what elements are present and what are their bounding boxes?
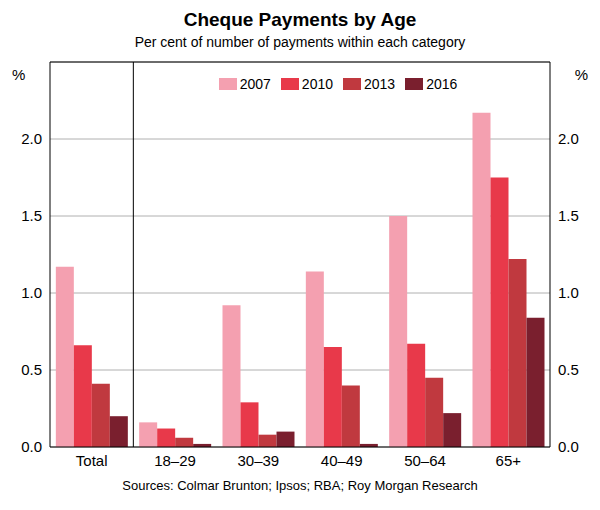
svg-text:30–39: 30–39 (237, 452, 279, 469)
html-text:Sources: Colmar Brunton; Ipsos: Sources: Colmar Brunton; Ipsos; RBA; Roy… (122, 478, 478, 493)
svg-text:0.0: 0.0 (558, 438, 579, 455)
svg-text:0.0: 0.0 (21, 438, 42, 455)
svg-text:Total: Total (76, 452, 108, 469)
svg-text:1.0: 1.0 (21, 284, 42, 301)
svg-text:50–64: 50–64 (404, 452, 446, 469)
svg-text:2.0: 2.0 (558, 130, 579, 147)
svg-text:40–49: 40–49 (321, 452, 363, 469)
html-text:2016: 2016 (426, 76, 458, 92)
svg-text:1.5: 1.5 (21, 207, 42, 224)
html-text:Per cent of number of payments: Per cent of number of payments within ea… (134, 34, 466, 50)
svg-text:2.0: 2.0 (21, 130, 42, 147)
svg-text:0.5: 0.5 (558, 361, 579, 378)
html-text:2007: 2007 (239, 76, 271, 92)
svg-text:18–29: 18–29 (154, 452, 196, 469)
svg-text:1.5: 1.5 (558, 207, 579, 224)
html-text:2013: 2013 (364, 76, 396, 92)
svg-text:0.5: 0.5 (21, 361, 42, 378)
svg-text:1.0: 1.0 (558, 284, 579, 301)
html-text:2010: 2010 (301, 76, 333, 92)
svg-text:65+: 65+ (496, 452, 522, 469)
html-text:Cheque Payments by Age: Cheque Payments by Age (183, 9, 417, 30)
